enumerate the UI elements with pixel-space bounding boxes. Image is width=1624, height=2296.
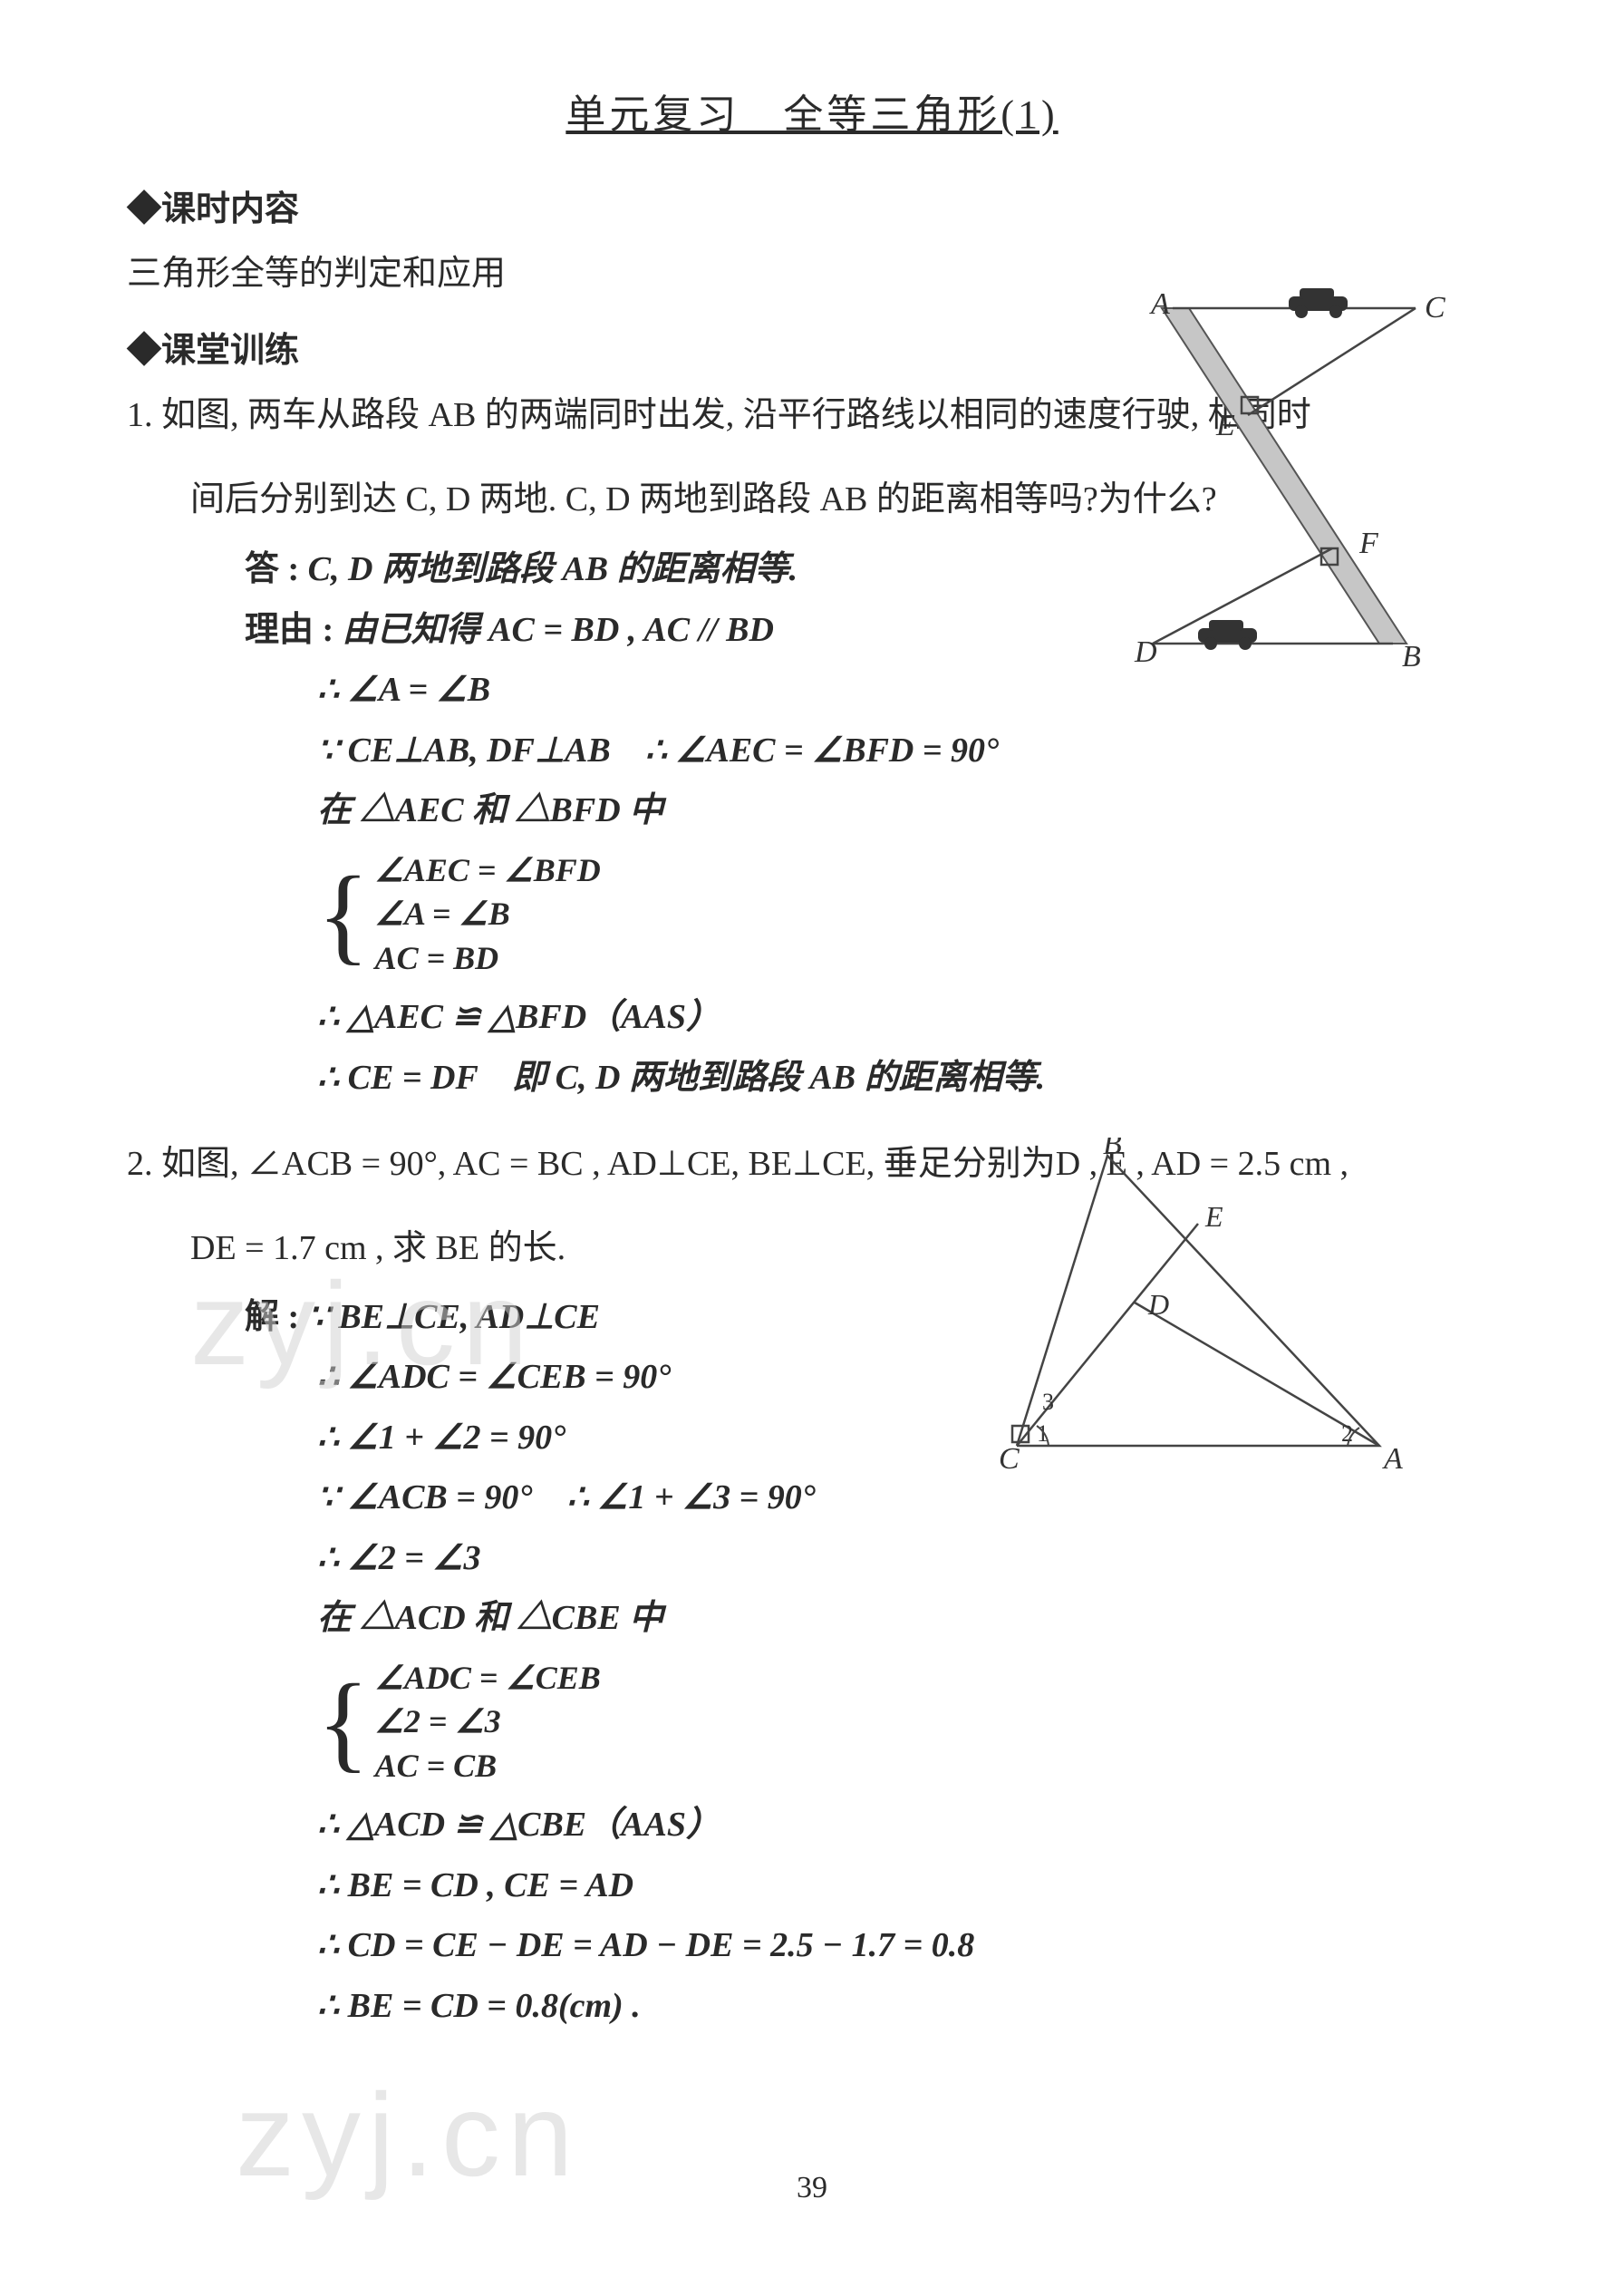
brace1-line3: AC = BD bbox=[375, 936, 601, 981]
sol-s7: ∴ △ACD ≌ △CBE（AAS） bbox=[317, 1795, 1497, 1855]
fig1-label-E: E bbox=[1215, 409, 1235, 442]
sol-s1: ∵ BE⊥CE, AD⊥CE bbox=[308, 1298, 600, 1336]
sol-s5: ∴ ∠2 = ∠3 bbox=[317, 1528, 1497, 1589]
reason-r3: ∵ CE⊥AB, DF⊥AB ∴ ∠AEC = ∠BFD = 90° bbox=[317, 721, 1497, 781]
reason-r5: ∴ △AEC ≌ △BFD（AAS） bbox=[317, 987, 1497, 1048]
fig1-label-A: A bbox=[1149, 287, 1170, 321]
fig2-label-C: C bbox=[999, 1442, 1020, 1476]
sol-s6: 在 △ACD 和 △CBE 中 bbox=[317, 1588, 1497, 1649]
fig2-label-B: B bbox=[1103, 1138, 1122, 1161]
brace2-line1: ∠ADC = ∠CEB bbox=[375, 1656, 601, 1700]
figure-1: A C E F D B bbox=[1107, 281, 1488, 671]
brace2-line2: ∠2 = ∠3 bbox=[375, 1700, 601, 1744]
brace-group-2: { ∠ADC = ∠CEB ∠2 = ∠3 AC = CB bbox=[317, 1656, 1497, 1788]
reason-r1: 由已知得 AC = BD , AC // BD bbox=[343, 611, 774, 649]
reason-r6: ∴ CE = DF 即 C, D 两地到路段 AB 的距离相等. bbox=[317, 1048, 1497, 1109]
answer-label: 答 : bbox=[245, 550, 299, 588]
reason-r4: 在 △AEC 和 △BFD 中 bbox=[317, 780, 1497, 841]
problem-2-number: 2. bbox=[127, 1145, 153, 1183]
fig2-label-A: A bbox=[1382, 1442, 1403, 1476]
brace1-line1: ∠AEC = ∠BFD bbox=[375, 848, 601, 893]
page-number: 39 bbox=[797, 2171, 827, 2205]
fig2-label-D: D bbox=[1147, 1288, 1169, 1321]
sol-s10: ∴ BE = CD = 0.8(cm) . bbox=[317, 1976, 1497, 2037]
problem-1-number: 1. bbox=[127, 396, 153, 434]
page-title: 单元复习 全等三角形(1) bbox=[127, 82, 1497, 140]
left-brace-icon: { bbox=[317, 868, 370, 961]
fig2-label-E: E bbox=[1204, 1200, 1223, 1233]
sol-s8: ∴ BE = CD , CE = AD bbox=[317, 1855, 1497, 1916]
fig1-label-B: B bbox=[1402, 640, 1421, 671]
fig2-angle-2: 2 bbox=[1341, 1420, 1353, 1447]
brace2-line3: AC = CB bbox=[375, 1744, 601, 1788]
fig2-angle-3: 3 bbox=[1042, 1389, 1054, 1415]
left-brace-icon-2: { bbox=[317, 1676, 370, 1768]
fig1-label-C: C bbox=[1425, 291, 1445, 325]
brace-group-1: { ∠AEC = ∠BFD ∠A = ∠B AC = BD bbox=[317, 848, 1497, 981]
watermark-2: zyj.cn bbox=[236, 2067, 580, 2203]
brace1-line2: ∠A = ∠B bbox=[375, 892, 601, 936]
sol-label: 解 : bbox=[245, 1298, 299, 1336]
section-content-heading: ◆课时内容 bbox=[127, 180, 1497, 230]
sol-s9: ∴ CD = CE − DE = AD − DE = 2.5 − 1.7 = 0… bbox=[317, 1915, 1497, 1976]
reason-label: 理由 : bbox=[245, 611, 334, 649]
fig2-angle-1: 1 bbox=[1037, 1420, 1049, 1447]
figure-2: C A B E D 1 2 3 bbox=[981, 1138, 1416, 1482]
answer-text: C, D 两地到路段 AB 的距离相等. bbox=[308, 550, 798, 588]
fig1-label-D: D bbox=[1134, 635, 1157, 669]
fig1-label-F: F bbox=[1358, 527, 1379, 560]
